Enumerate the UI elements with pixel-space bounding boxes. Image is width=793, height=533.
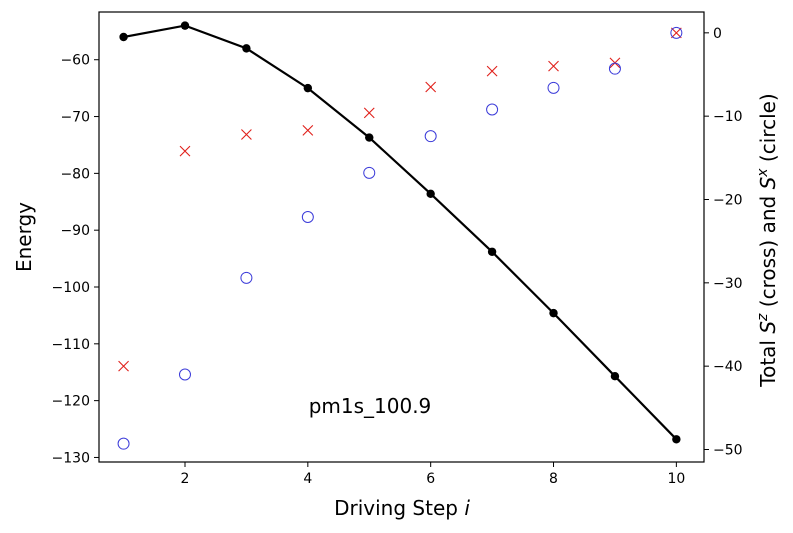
- sx-circle-point: [240, 271, 253, 284]
- x-tick-label: 4: [303, 471, 312, 487]
- sx-circle-point: [363, 166, 376, 179]
- sz-cross-point: [118, 360, 129, 372]
- y-right-label-part: x: [755, 168, 771, 178]
- x-tick-label: 8: [549, 471, 558, 487]
- sz-cross-point: [302, 124, 314, 136]
- y-right-label-part: S: [756, 176, 780, 189]
- y-left-tick-label: −90: [60, 223, 90, 239]
- sx-circle-point: [547, 81, 560, 94]
- x-axis-label-text: Driving Step: [334, 496, 464, 520]
- y-right-label-part: z: [755, 313, 771, 322]
- y-right-tick-label: −30: [713, 276, 743, 292]
- y-right-label-part: (circle): [756, 93, 780, 168]
- y-left-tick-label: −110: [52, 337, 90, 353]
- y-right-tick-label: −40: [713, 359, 743, 375]
- sz-cross-point: [486, 65, 498, 77]
- x-axis-label-var: i: [464, 496, 470, 520]
- x-tick-label: 2: [181, 471, 190, 487]
- energy-point: [242, 44, 251, 53]
- y-right-tick-label: −10: [713, 109, 743, 125]
- y-left-axis-label: Energy: [12, 202, 36, 272]
- energy-line: [123, 24, 678, 441]
- energy-point: [549, 308, 558, 318]
- sx-circle-point: [117, 437, 130, 450]
- series-layer: [117, 21, 683, 450]
- sz-cross-point: [363, 107, 375, 119]
- sz-cross-point: [241, 129, 252, 140]
- y-left-tick-label: −70: [60, 110, 90, 126]
- energy-point: [303, 83, 313, 93]
- y-left-tick-label: −130: [52, 450, 90, 466]
- right-axis-ticks: 0 −10 −20 −30 −40 −50: [704, 26, 743, 459]
- x-tick-label: 6: [426, 471, 435, 487]
- x-tick-label: 10: [667, 471, 685, 487]
- sx-circle-point: [424, 130, 437, 143]
- y-right-label-part: Total: [756, 334, 780, 388]
- sx-circle-point: [486, 103, 499, 116]
- y-right-label-part: S: [756, 321, 780, 334]
- y-left-tick-label: −60: [60, 53, 90, 69]
- y-right-label-part: (cross) and: [756, 189, 780, 313]
- sx-circle-point: [608, 62, 621, 75]
- left-axis-ticks: −60 −70 −80 −90 −100 −110 −120 −130: [52, 53, 99, 466]
- sx-circle-point: [178, 368, 191, 381]
- y-right-tick-label: −20: [713, 193, 743, 209]
- y-left-tick-label: −80: [60, 166, 90, 182]
- y-left-tick-label: −120: [52, 394, 90, 410]
- energy-point: [426, 189, 435, 199]
- y-left-tick-label: −100: [52, 280, 90, 296]
- y-right-axis-label: Total Sz (cross) and Sx (circle): [755, 93, 780, 387]
- sz-cross-point: [425, 81, 437, 93]
- y-right-tick-label: 0: [713, 26, 722, 42]
- energy-point: [487, 247, 497, 256]
- energy-point: [180, 21, 190, 30]
- energy-point: [365, 133, 374, 142]
- sx-circle-point: [301, 211, 314, 223]
- sz-cross-point: [548, 60, 559, 72]
- sx-circle-point: [670, 26, 683, 39]
- energy-point: [672, 435, 681, 444]
- sz-cross-point: [179, 145, 191, 157]
- x-axis-label: Driving Step i: [334, 496, 470, 520]
- chart-annotation: pm1s_100.9: [309, 394, 432, 418]
- energy-point: [119, 32, 128, 42]
- y-right-tick-label: −50: [713, 443, 743, 459]
- sz-cross-point: [670, 27, 682, 39]
- energy-point: [610, 372, 620, 381]
- x-axis-ticks: 2 4 6 8 10: [181, 462, 685, 487]
- plot-frame: [98, 11, 705, 463]
